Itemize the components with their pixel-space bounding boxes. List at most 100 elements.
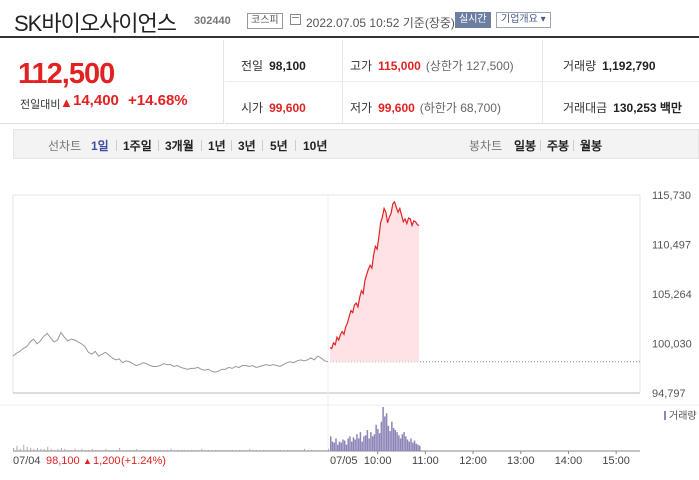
volume-bar	[349, 436, 351, 451]
volume-bar	[40, 448, 42, 451]
high-price: 고가 115,000 (상한가 127,500)	[350, 57, 514, 74]
up-arrow-icon: ▲	[60, 95, 73, 110]
prev-change-info: 1,200	[93, 455, 121, 467]
realtime-button[interactable]: 실시간	[455, 12, 491, 28]
volume-bar	[363, 436, 365, 451]
separator	[573, 140, 574, 151]
volume-bar	[43, 448, 45, 451]
volume-bar	[36, 447, 38, 451]
stock-name[interactable]: SK바이오사이언스	[14, 11, 177, 36]
series-line-0705	[329, 200, 420, 350]
line-layer	[12, 200, 420, 373]
separator	[116, 140, 117, 151]
period-5y[interactable]: 5년	[270, 139, 288, 153]
volume-bar	[342, 439, 344, 451]
period-3y[interactable]: 3년	[238, 139, 256, 153]
period-1w[interactable]: 1주일	[123, 139, 152, 153]
company-info-button[interactable]: 기업개요 ▾	[496, 12, 551, 28]
volume-bar	[221, 449, 223, 451]
price-panel: 112,500 전일대비 ▲ 14,400 +14.68%	[0, 40, 224, 124]
volume-bar	[81, 448, 83, 451]
period-10y[interactable]: 10년	[303, 139, 328, 153]
volume-bar	[215, 449, 217, 451]
period-1d[interactable]: 1일	[91, 139, 109, 153]
chart-toolbar: 선차트 1일 1주일 3개월 1년 3년 5년 10년 봉차트 일봉 주봉 월봉	[13, 129, 699, 159]
volume-bar	[331, 441, 334, 451]
volume-bar	[156, 449, 158, 451]
volume-bar	[98, 449, 100, 451]
volume-bar	[392, 427, 395, 451]
y-tick-label: 105,264	[652, 289, 692, 301]
candle-weekly[interactable]: 주봉	[547, 139, 570, 153]
volume-bar	[345, 444, 348, 451]
stock-header: SK바이오사이언스 302440 코스피 2022.07.05 10:52 기준…	[0, 0, 699, 38]
volume-bar	[132, 449, 134, 451]
volume-bar	[262, 449, 264, 451]
volume-bar	[340, 442, 342, 451]
candle-monthly[interactable]: 월봉	[580, 139, 603, 153]
volume-bar	[406, 439, 409, 451]
volume-bar	[60, 447, 62, 451]
volume-bar	[184, 449, 186, 451]
volume-bar	[108, 449, 110, 451]
volume-bar	[398, 435, 400, 451]
volume-bar	[380, 421, 383, 451]
candle-chart-label: 봉차트	[469, 139, 503, 153]
prev-close-value: 98,100	[269, 59, 306, 73]
x-tick-label: 13:00	[507, 455, 535, 467]
volume-bars: 거래량	[13, 407, 697, 451]
volume-bar	[102, 449, 104, 451]
volume-bar	[382, 407, 384, 451]
volume-bar	[88, 449, 90, 451]
upper-limit: (상한가 127,500)	[425, 59, 514, 73]
volume-bar	[95, 449, 97, 451]
calendar-icon	[290, 14, 301, 25]
x-tick-label: 07/04	[13, 455, 41, 467]
volume-bar	[401, 434, 404, 451]
volume-bar	[167, 449, 169, 451]
volume-bar	[321, 449, 323, 451]
volume-bar	[238, 449, 240, 451]
volume-bar	[410, 438, 412, 451]
timestamp: 2022.07.05 10:52 기준(장중)	[306, 16, 455, 30]
prev-close-label: 전일	[241, 59, 264, 73]
volume-bar	[413, 440, 416, 451]
volume-bar	[112, 449, 114, 451]
y-tick-label: 110,497	[652, 239, 691, 251]
volume-bar	[225, 449, 227, 451]
volume-bar	[283, 449, 285, 451]
x-tick-label: 11:00	[412, 455, 439, 467]
open-label: 시가	[241, 101, 264, 115]
volume-bar	[389, 431, 391, 451]
high-label: 고가	[350, 59, 373, 73]
volume-bar	[208, 449, 210, 451]
volume-bar	[16, 445, 18, 451]
amount-value: 130,253 백만	[613, 101, 682, 115]
price-chart: 115,730 110,497 105,264 100,030 94,797 거래량 0…	[0, 190, 699, 467]
volume-bar	[180, 449, 182, 451]
period-3m[interactable]: 3개월	[165, 139, 194, 153]
volume-bar	[256, 449, 258, 451]
volume-bar	[259, 449, 261, 451]
change-percent: +14.68%	[128, 92, 188, 109]
candle-daily[interactable]: 일봉	[514, 139, 537, 153]
volume-bar	[310, 449, 312, 451]
separator	[262, 140, 263, 151]
volume-bar	[324, 449, 326, 451]
volume-bar	[375, 424, 377, 451]
volume-bar	[347, 438, 349, 451]
volume-bar	[115, 449, 117, 451]
volume-bar	[300, 449, 302, 451]
volume-bar	[91, 448, 93, 451]
volume-bar	[269, 449, 271, 451]
volume-bar	[228, 449, 230, 451]
period-1y[interactable]: 1년	[208, 139, 226, 153]
volume-bar	[330, 436, 332, 451]
volume-bar	[187, 449, 189, 451]
volume-bar	[391, 421, 393, 451]
change-label: 전일대비	[20, 99, 61, 111]
volume-bar	[194, 449, 196, 451]
company-info-label: 기업개요	[501, 14, 538, 25]
y-tick-label: 94,797	[652, 388, 686, 400]
volume-bar	[371, 436, 374, 451]
